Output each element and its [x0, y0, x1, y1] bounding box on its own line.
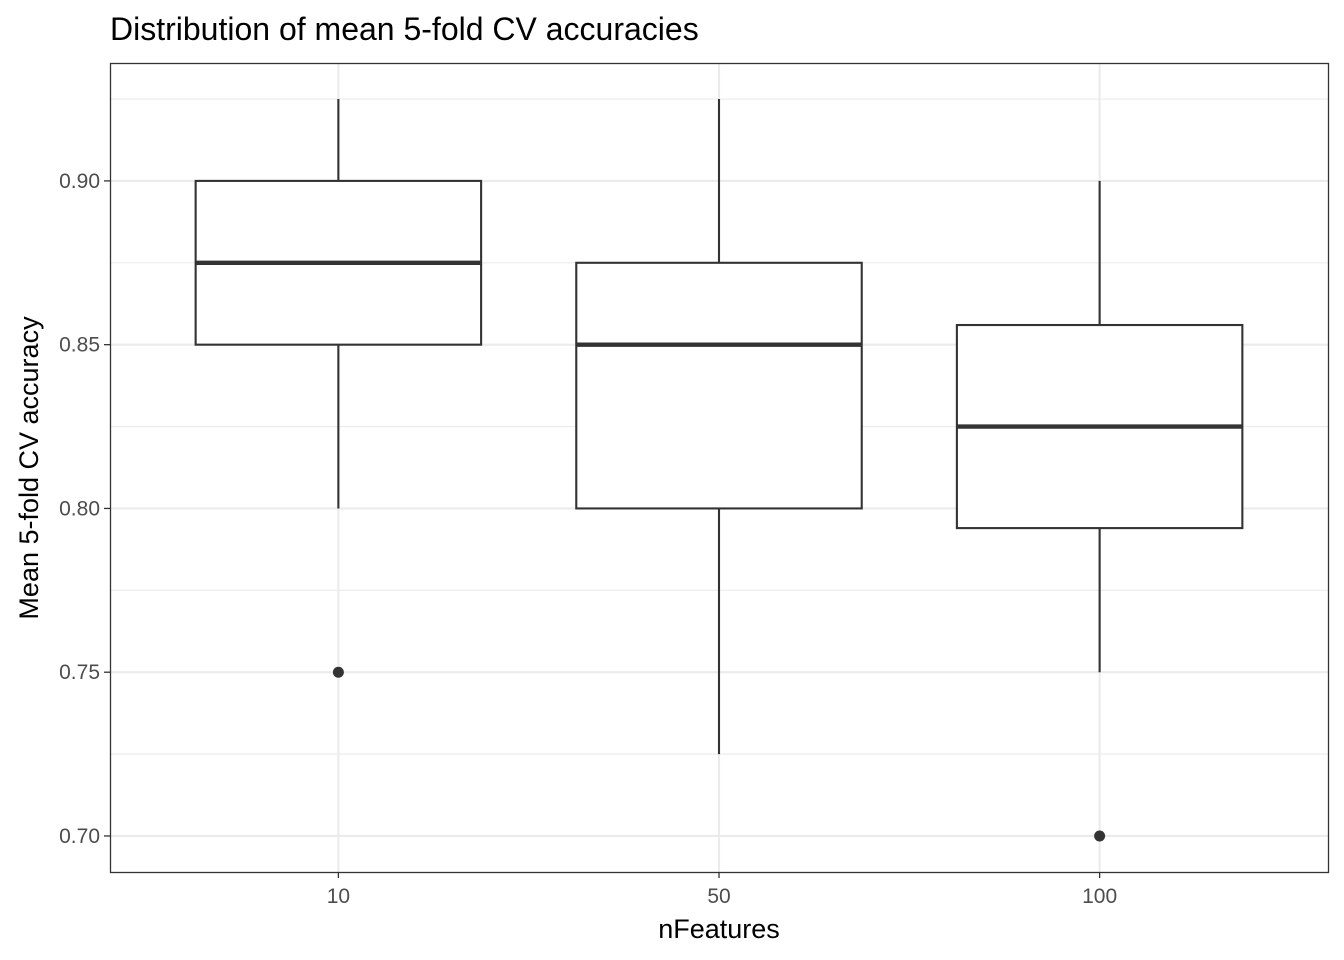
outlier-point — [1094, 830, 1106, 842]
x-axis-title: nFeatures — [658, 914, 780, 944]
x-tick-label: 50 — [707, 885, 730, 908]
x-tick-label: 100 — [1082, 885, 1117, 908]
y-tick-label: 0.85 — [59, 334, 100, 357]
box-iqr — [575, 261, 863, 510]
axes: 0.70 0.75 0.80 0.85 0.90 10 50 100 — [59, 170, 1117, 908]
y-tick-label: 0.70 — [59, 825, 100, 848]
chart-title: Distribution of mean 5-fold CV accuracie… — [110, 11, 699, 47]
x-tick-label: 10 — [327, 885, 350, 908]
box-marks — [194, 99, 1244, 842]
y-tick-label: 0.90 — [59, 170, 100, 193]
y-tick-label: 0.80 — [59, 497, 100, 520]
outlier-point — [332, 666, 344, 678]
y-tick-label: 0.75 — [59, 661, 100, 684]
y-axis-title: Mean 5-fold CV accuracy — [14, 316, 44, 620]
